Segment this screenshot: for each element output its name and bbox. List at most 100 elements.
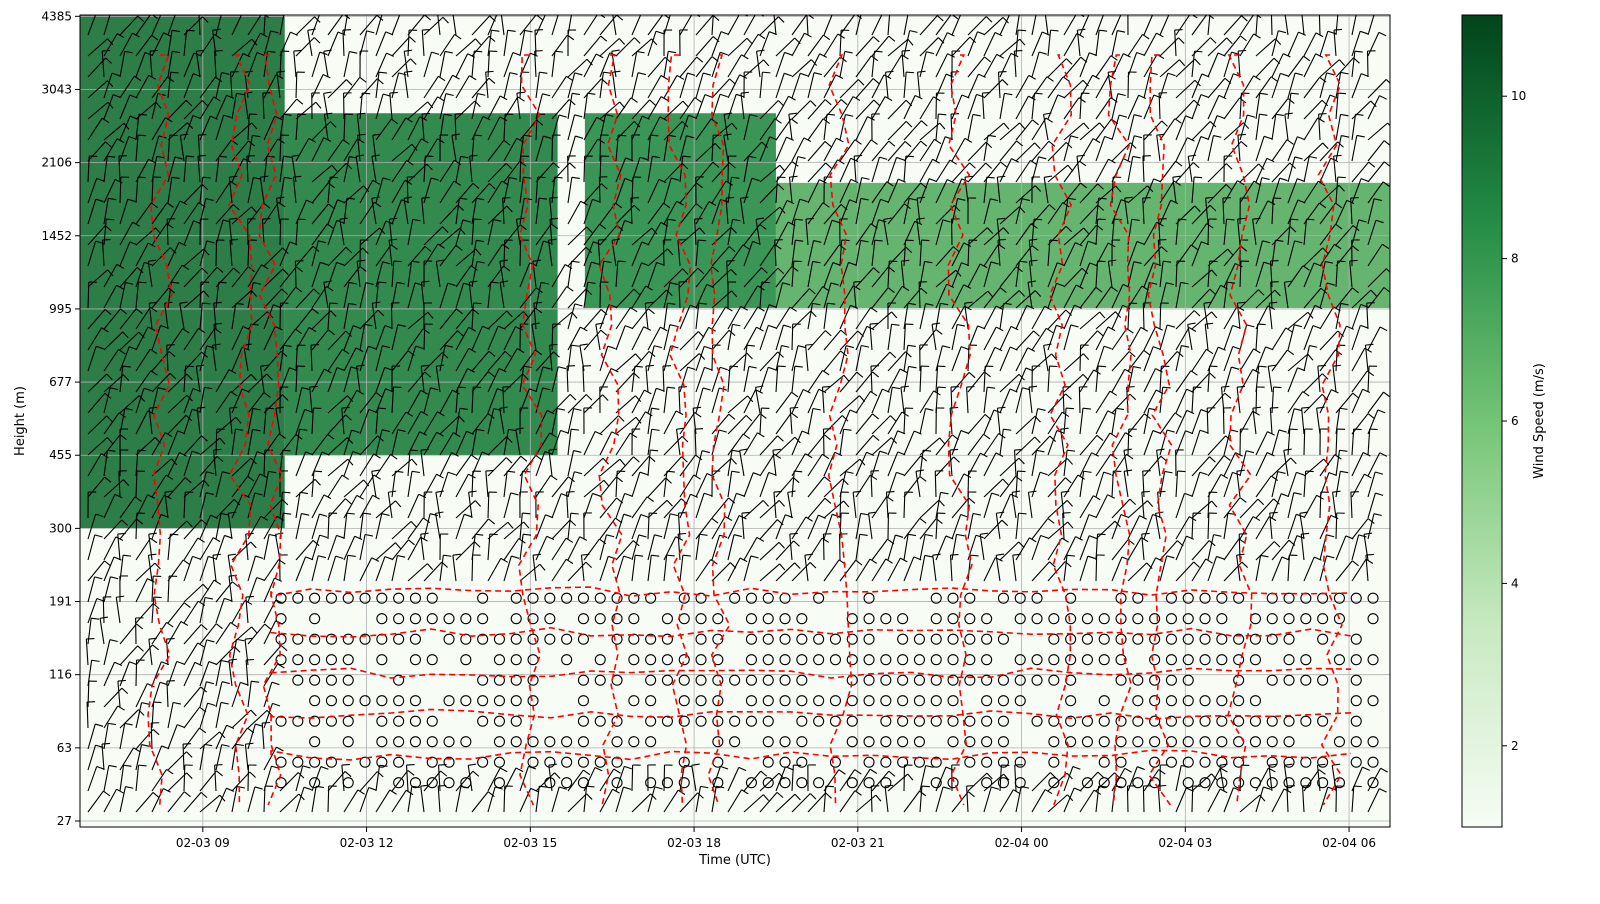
wind-barb-feather	[1034, 219, 1042, 220]
wind-barb-feather	[1221, 386, 1229, 387]
wind-barb	[871, 786, 872, 812]
wind-barb-feather	[421, 281, 429, 282]
wind-barb-feather	[550, 344, 558, 345]
wind-barb-feather	[170, 534, 178, 535]
wind-barb-feather	[1090, 11, 1097, 14]
wind-barb	[1079, 387, 1080, 413]
wind-barb-feather	[854, 281, 862, 282]
wind-barb-feather	[422, 30, 430, 31]
wind-barb-feather	[1154, 11, 1161, 14]
wind-barb	[584, 156, 585, 182]
wind-barb-feather	[902, 50, 910, 51]
wind-barb-feather	[330, 303, 338, 304]
wind-barb	[424, 324, 425, 350]
wind-barb-feather	[342, 407, 350, 408]
wind-barb	[295, 261, 296, 287]
wind-barb-feather	[223, 10, 231, 12]
wind-barb-feather	[918, 71, 926, 72]
wind-barb	[504, 786, 505, 812]
wind-barb-feather	[1142, 533, 1150, 534]
wind-barb-feather	[962, 11, 969, 14]
wind-barb-feather	[470, 155, 478, 156]
wind-barb-feather	[1018, 30, 1026, 31]
wind-barb-feather	[390, 92, 398, 93]
wind-barb-feather	[730, 366, 738, 367]
wind-barb-feather	[501, 8, 509, 9]
wind-barb-feather	[362, 93, 370, 94]
wind-barb-feather	[1270, 512, 1278, 513]
wind-barb-feather	[298, 114, 306, 115]
wind-barb-feather	[138, 282, 146, 283]
wind-barb-feather	[1238, 134, 1246, 135]
wind-barb-feather	[358, 134, 366, 135]
wind-barb-feather	[214, 302, 222, 303]
wind-barb	[599, 177, 600, 203]
wind-barb-feather	[794, 471, 802, 472]
wind-barb-feather	[1338, 9, 1346, 10]
wind-barb-feather	[550, 218, 558, 219]
wind-barb-feather	[1158, 786, 1166, 787]
wind-barb-feather	[1370, 429, 1378, 430]
wind-barb-feather	[1011, 11, 1018, 14]
wind-barb-feather	[875, 51, 883, 52]
wind-barb-feather	[1178, 219, 1186, 220]
wind-barb	[552, 324, 553, 350]
wind-barb	[1319, 9, 1320, 35]
wind-barb-feather	[282, 492, 290, 493]
wind-barb-feather	[790, 533, 798, 534]
wind-barb-feather	[1206, 197, 1214, 198]
wind-barb	[1160, 303, 1161, 329]
wind-barb-feather	[266, 408, 274, 409]
wind-barb	[1336, 513, 1337, 539]
wind-barb-feather	[102, 51, 110, 52]
wind-barb	[1208, 219, 1209, 245]
wind-barb-feather	[314, 471, 322, 472]
wind-barb-feather	[1238, 218, 1246, 219]
wind-barb-feather	[111, 10, 119, 12]
wind-barb-feather	[1210, 9, 1218, 10]
wind-barb-feather	[650, 450, 658, 451]
wind-barb-feather	[1105, 11, 1113, 14]
wind-barb-feather	[678, 533, 686, 534]
wind-barb	[1127, 786, 1128, 812]
wind-barb-feather	[294, 50, 302, 51]
wind-barb-feather	[1350, 260, 1358, 261]
wind-barb-feather	[806, 344, 814, 345]
wind-barb	[935, 471, 936, 497]
wind-barb	[1128, 72, 1129, 98]
wind-barb-feather	[938, 114, 946, 115]
wind-barb-feather	[202, 303, 210, 304]
wind-barb	[1207, 408, 1208, 434]
wind-barb-feather	[922, 786, 930, 787]
wind-barb-feather	[474, 135, 482, 136]
wind-barb-feather	[1258, 324, 1266, 325]
wind-barb-feather	[1290, 219, 1298, 220]
wind-barb-feather	[86, 639, 94, 640]
wind-barb-feather	[1210, 261, 1218, 262]
wind-barb-feather	[950, 407, 958, 408]
wind-barb-feather	[1158, 240, 1166, 241]
wind-barb-feather	[1020, 9, 1028, 10]
wind-barb-feather	[186, 156, 194, 157]
wind-barb-feather	[1170, 11, 1177, 14]
wind-barb-feather	[486, 470, 494, 471]
wind-barb-feather	[102, 743, 110, 744]
wind-barb-feather	[834, 11, 841, 14]
wind-barb-feather	[618, 135, 626, 136]
wind-barb-feather	[650, 135, 658, 136]
wind-barb-feather	[997, 407, 1005, 408]
wind-barb-feather	[1318, 365, 1326, 366]
wind-barb	[1223, 408, 1224, 434]
wind-barb-feather	[1098, 366, 1106, 367]
wind-barb-feather	[1284, 8, 1292, 9]
wind-barb-feather	[1194, 51, 1202, 52]
wind-barb-feather	[1098, 219, 1106, 220]
wind-barb-feather	[138, 177, 146, 178]
wind-barb	[552, 135, 553, 161]
wind-barb-feather	[1306, 471, 1314, 472]
wind-barb-feather	[139, 765, 147, 766]
wind-barb	[328, 786, 329, 812]
wind-barb-feather	[581, 554, 589, 555]
